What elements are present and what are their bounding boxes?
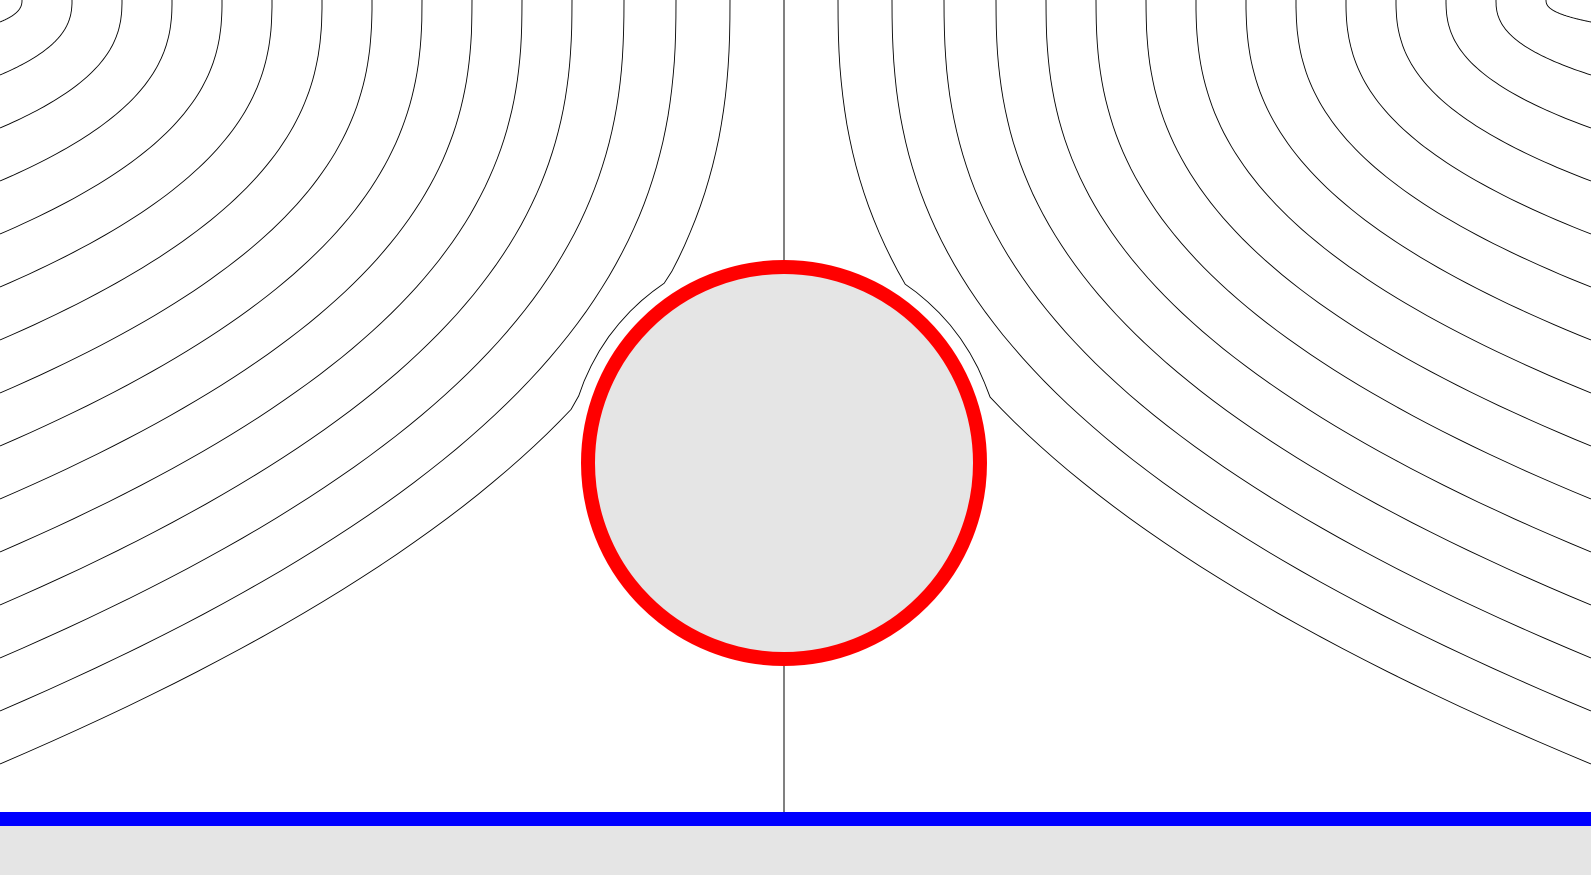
streamline-right-8 xyxy=(1195,0,1591,394)
streamline-left-9 xyxy=(0,0,323,341)
streamline-left-3 xyxy=(0,0,625,659)
streamline-right-15 xyxy=(1545,0,1591,23)
streamline-left-10 xyxy=(0,0,273,288)
streamline-right-4 xyxy=(995,0,1591,606)
streamline-right-7 xyxy=(1145,0,1591,447)
streamline-right-9 xyxy=(1245,0,1591,341)
streamline-right-11 xyxy=(1345,0,1591,235)
ground-region xyxy=(0,826,1591,875)
streamline-right-10 xyxy=(1295,0,1591,288)
streamline-right-12 xyxy=(1395,0,1591,182)
streamline-left-1 xyxy=(0,0,731,765)
streamline-left-13 xyxy=(0,0,123,129)
streamline-right-1 xyxy=(837,0,1591,765)
streamlines xyxy=(0,0,1591,765)
streamline-right-13 xyxy=(1445,0,1591,129)
streamline-right-3 xyxy=(943,0,1591,659)
streamline-left-4 xyxy=(0,0,573,606)
streamline-right-6 xyxy=(1095,0,1591,500)
streamline-right-5 xyxy=(1045,0,1591,553)
streamline-left-14 xyxy=(0,0,73,76)
streamline-left-6 xyxy=(0,0,473,500)
streamline-left-2 xyxy=(0,0,677,712)
streamline-left-11 xyxy=(0,0,223,235)
streamline-right-2 xyxy=(891,0,1591,712)
streamline-left-5 xyxy=(0,0,523,553)
streamline-right-14 xyxy=(1495,0,1591,76)
streamline-left-12 xyxy=(0,0,173,182)
streamline-left-8 xyxy=(0,0,373,394)
streamline-left-15 xyxy=(0,0,23,23)
streamline-left-7 xyxy=(0,0,423,447)
circular-obstacle xyxy=(581,260,987,666)
